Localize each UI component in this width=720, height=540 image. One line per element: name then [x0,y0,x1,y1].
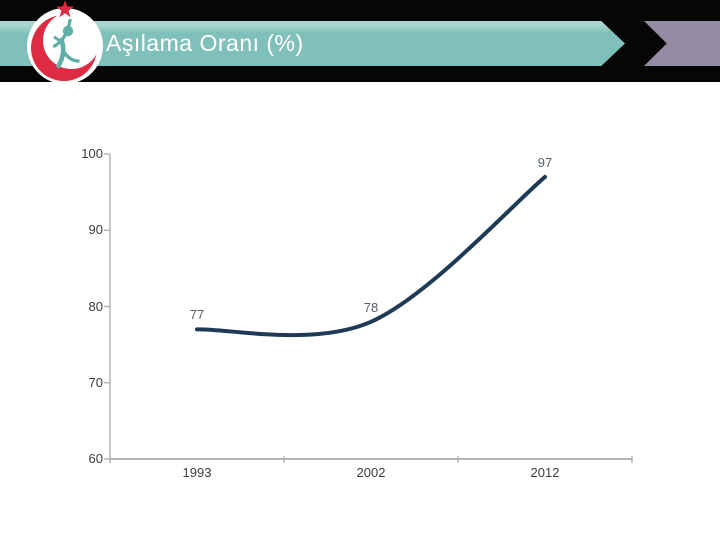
y-axis-label: 100 [81,146,103,161]
y-axis-label: 90 [88,222,103,238]
star-icon [56,1,74,18]
ministry-of-health-logo-icon [27,1,103,84]
series-line [195,174,547,338]
accent-arrow-band [644,21,720,66]
y-axis-label: 60 [88,451,103,466]
x-axis-label: 2002 [356,465,386,480]
data-point-label: 97 [537,154,553,170]
x-axis-label: 1993 [182,465,212,480]
data-point-label: 77 [189,307,205,323]
header-banner: Aşılama Oranı (%) [0,0,720,84]
page-title: Aşılama Oranı (%) [106,30,304,56]
y-axis-label: 70 [88,374,103,390]
vaccination-rate-line-chart: 100 90 80 70 60 1993 2002 2012 77 78 97 [0,82,720,540]
x-axis-label: 2012 [530,465,560,480]
chart-plot-area [104,153,633,463]
data-point-label: 78 [363,299,379,315]
figure-icon [52,18,80,69]
y-axis-label: 80 [88,298,103,314]
title-band [0,21,625,66]
